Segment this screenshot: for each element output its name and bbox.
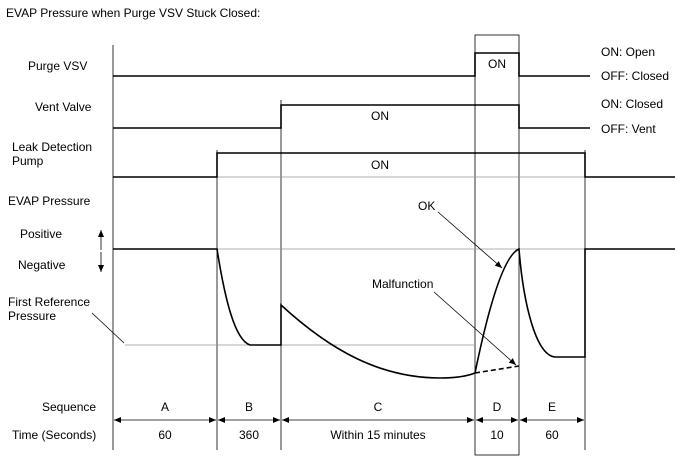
- purge-signal: [113, 52, 590, 77]
- time-label: Time (Seconds): [12, 428, 96, 442]
- leader: [433, 291, 517, 366]
- leader: [91, 312, 125, 344]
- title: EVAP Pressure when Purge VSV Stuck Close…: [6, 6, 260, 20]
- on-label: ON: [371, 109, 389, 123]
- signal-label: Pump: [12, 154, 44, 168]
- ok-label: OK: [418, 199, 435, 213]
- on-desc: ON: Open: [601, 45, 655, 59]
- pressure-label: EVAP Pressure: [8, 194, 91, 208]
- vent-signal: [113, 104, 590, 129]
- signal-label: Leak Detection: [12, 140, 92, 154]
- on-label: ON: [488, 57, 506, 71]
- step-label: D: [493, 400, 502, 414]
- malfunction-label: Malfunction: [372, 277, 433, 291]
- pressure-curve: [113, 247, 675, 379]
- on-label: ON: [371, 158, 389, 172]
- signal-label: Purge VSV: [28, 59, 87, 73]
- pump-signal: [113, 152, 675, 178]
- step-label: C: [374, 400, 383, 414]
- step-label: E: [548, 400, 556, 414]
- negative-label: Negative: [18, 258, 66, 272]
- malfunction-curve: [474, 365, 520, 374]
- leader: [437, 211, 503, 269]
- time-value: 360: [239, 428, 259, 442]
- time-value: 60: [545, 428, 559, 442]
- time-value: 60: [158, 428, 172, 442]
- off-desc: OFF: Vent: [601, 122, 656, 136]
- sequence-label: Sequence: [42, 400, 96, 414]
- off-desc: OFF: Closed: [601, 69, 669, 83]
- step-label: B: [245, 400, 253, 414]
- reference-label: First Reference: [8, 295, 90, 309]
- signal-label: Vent Valve: [35, 100, 92, 114]
- on-desc: ON: Closed: [601, 97, 663, 111]
- steps: A 60 B 360 C Within 15 minutes D 10 E 60: [114, 400, 584, 442]
- grid: [112, 34, 586, 456]
- positive-label: Positive: [20, 227, 62, 241]
- reference-label: Pressure: [8, 309, 56, 323]
- time-value: Within 15 minutes: [330, 428, 425, 442]
- step-label: A: [161, 400, 169, 414]
- time-value: 10: [490, 428, 504, 442]
